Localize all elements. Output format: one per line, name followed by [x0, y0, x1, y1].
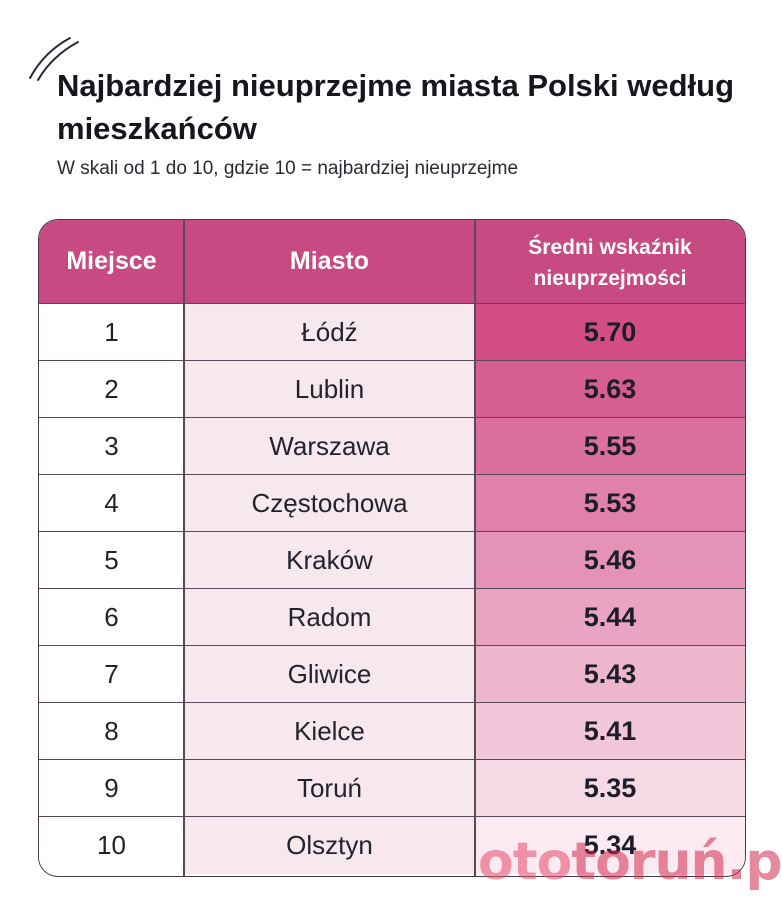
- rank-cell: 9: [39, 760, 184, 816]
- watermark-part-torun: toruń.pl: [571, 832, 782, 892]
- table-row: 10 Olsztyn 5.34: [39, 817, 745, 874]
- score-cell: 5.63: [475, 361, 745, 417]
- rank-cell: 10: [39, 817, 184, 874]
- score-cell: 5.55: [475, 418, 745, 474]
- city-cell: Częstochowa: [184, 475, 475, 531]
- ranking-table: Miejsce Miasto Średni wskaźnik nieuprzej…: [38, 219, 746, 877]
- table-row: 5 Kraków 5.46: [39, 532, 745, 589]
- table-header: Miejsce Miasto Średni wskaźnik nieuprzej…: [39, 220, 745, 304]
- rank-cell: 5: [39, 532, 184, 588]
- score-cell: 5.44: [475, 589, 745, 645]
- table-row: 4 Częstochowa 5.53: [39, 475, 745, 532]
- table-row: 1 Łódź 5.70: [39, 304, 745, 361]
- watermark-logo: ototoruń.pl: [478, 834, 782, 890]
- table-row: 8 Kielce 5.41: [39, 703, 745, 760]
- rank-cell: 3: [39, 418, 184, 474]
- city-cell: Olsztyn: [184, 817, 475, 874]
- column-divider: [183, 220, 185, 876]
- city-cell: Kielce: [184, 703, 475, 759]
- table-row: 3 Warszawa 5.55: [39, 418, 745, 475]
- watermark-part-oto: oto: [478, 832, 572, 892]
- city-cell: Radom: [184, 589, 475, 645]
- rank-cell: 4: [39, 475, 184, 531]
- rank-cell: 1: [39, 304, 184, 360]
- score-cell: 5.35: [475, 760, 745, 816]
- decorative-slash-icon: [29, 37, 79, 81]
- score-cell: 5.46: [475, 532, 745, 588]
- chart-subtitle: W skali od 1 do 10, gdzie 10 = najbardzi…: [57, 158, 519, 179]
- rank-cell: 6: [39, 589, 184, 645]
- score-cell: 5.53: [475, 475, 745, 531]
- score-cell: 5.70: [475, 304, 745, 360]
- column-header-city: Miasto: [289, 247, 370, 275]
- table-row: 9 Toruń 5.35: [39, 760, 745, 817]
- column-divider: [474, 220, 476, 876]
- rank-cell: 2: [39, 361, 184, 417]
- score-cell: 5.34: [475, 817, 745, 874]
- city-cell: Łódź: [184, 304, 475, 360]
- city-cell: Gliwice: [184, 646, 475, 702]
- chart-title: Najbardziej nieuprzejme miasta Polski we…: [57, 68, 735, 146]
- rank-cell: 8: [39, 703, 184, 759]
- rank-cell: 7: [39, 646, 184, 702]
- city-cell: Warszawa: [184, 418, 475, 474]
- score-cell: 5.41: [475, 703, 745, 759]
- column-header-rank: Miejsce: [66, 247, 157, 275]
- city-cell: Kraków: [184, 532, 475, 588]
- table-body: 1 Łódź 5.70 2 Lublin 5.63 3 Warszawa 5.55 4 Często…: [39, 304, 745, 874]
- table-row: 2 Lublin 5.63: [39, 361, 745, 418]
- table-row: 7 Gliwice 5.43: [39, 646, 745, 703]
- score-cell: 5.43: [475, 646, 745, 702]
- column-header-score: Średni wskaźnik nieuprzejmości: [528, 235, 692, 290]
- table-row: 6 Radom 5.44: [39, 589, 745, 646]
- city-cell: Toruń: [184, 760, 475, 816]
- city-cell: Lublin: [184, 361, 475, 417]
